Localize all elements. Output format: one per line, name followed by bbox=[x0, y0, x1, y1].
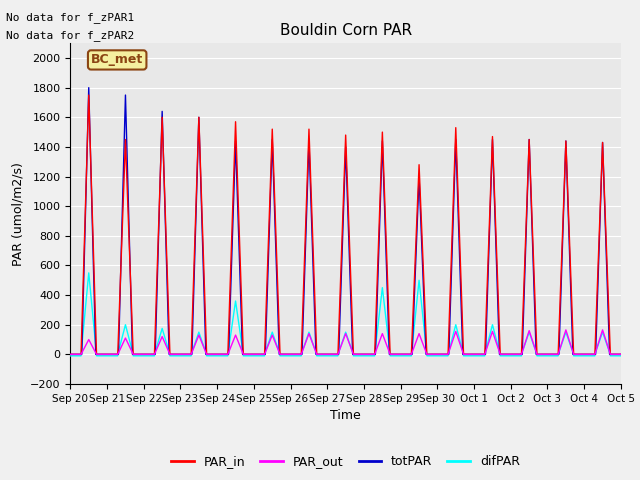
PAR_in bbox=[438, 351, 446, 357]
difPAR bbox=[617, 353, 625, 359]
Line: PAR_in: PAR_in bbox=[70, 95, 621, 354]
difPAR bbox=[500, 353, 508, 359]
totPAR bbox=[469, 351, 477, 357]
difPAR bbox=[469, 353, 477, 359]
difPAR bbox=[67, 353, 74, 359]
Line: PAR_out: PAR_out bbox=[70, 330, 621, 354]
difPAR bbox=[166, 350, 173, 356]
totPAR bbox=[616, 351, 624, 357]
PAR_in bbox=[500, 351, 508, 357]
totPAR bbox=[500, 351, 508, 357]
PAR_in bbox=[67, 351, 74, 357]
PAR_out bbox=[438, 351, 446, 357]
totPAR bbox=[617, 351, 625, 357]
difPAR bbox=[325, 353, 333, 359]
totPAR bbox=[166, 351, 173, 357]
Title: Bouldin Corn PAR: Bouldin Corn PAR bbox=[280, 23, 412, 38]
PAR_in bbox=[166, 338, 173, 344]
Text: No data for f_zPAR1: No data for f_zPAR1 bbox=[6, 12, 134, 23]
PAR_out bbox=[562, 327, 570, 333]
PAR_out bbox=[617, 351, 625, 357]
PAR_in bbox=[616, 351, 624, 357]
difPAR bbox=[616, 353, 624, 359]
PAR_out bbox=[67, 351, 74, 357]
PAR_out bbox=[325, 351, 333, 357]
totPAR bbox=[438, 351, 446, 357]
PAR_out bbox=[166, 350, 173, 356]
PAR_in bbox=[85, 92, 93, 98]
PAR_out bbox=[616, 351, 624, 357]
Legend: PAR_in, PAR_out, totPAR, difPAR: PAR_in, PAR_out, totPAR, difPAR bbox=[166, 450, 525, 473]
Y-axis label: PAR (umol/m2/s): PAR (umol/m2/s) bbox=[12, 162, 24, 265]
totPAR bbox=[325, 351, 333, 357]
PAR_out bbox=[500, 351, 508, 357]
Text: No data for f_zPAR2: No data for f_zPAR2 bbox=[6, 30, 134, 41]
PAR_in bbox=[469, 351, 477, 357]
Line: totPAR: totPAR bbox=[70, 88, 621, 354]
PAR_in bbox=[325, 351, 333, 357]
difPAR bbox=[438, 353, 446, 359]
Line: difPAR: difPAR bbox=[70, 273, 621, 356]
difPAR bbox=[85, 270, 93, 276]
PAR_out bbox=[469, 351, 477, 357]
Text: BC_met: BC_met bbox=[91, 53, 143, 66]
totPAR bbox=[85, 85, 93, 91]
totPAR bbox=[67, 351, 74, 357]
PAR_in bbox=[617, 351, 625, 357]
X-axis label: Time: Time bbox=[330, 409, 361, 422]
